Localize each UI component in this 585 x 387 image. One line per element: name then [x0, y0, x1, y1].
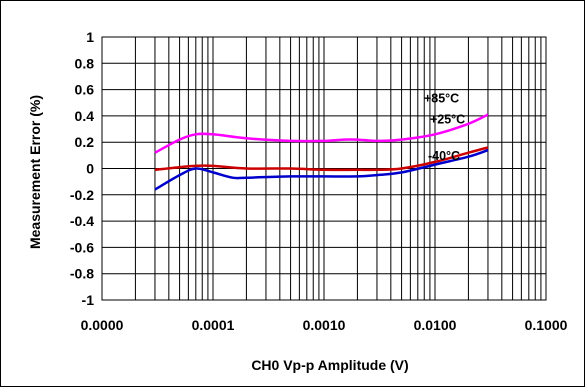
series-line-25c	[154, 146, 489, 172]
series-label-25c: +25°C	[430, 112, 465, 126]
y-tick-label: -0.6	[70, 239, 94, 255]
y-tick-label: 0.8	[75, 55, 95, 71]
plot-border	[101, 36, 547, 301]
x-tick-label: 0.0100	[414, 317, 457, 333]
series-label-minus40c: -40°C	[428, 149, 460, 163]
y-axis-ticks: 1 0.8 0.6 0.4 0.2 0 -0.2 -0.4 -0.6 -0.8 -1	[70, 29, 94, 308]
x-tick-label: 0.1000	[525, 317, 568, 333]
y-tick-label: 0.6	[75, 82, 95, 98]
x-tick-label: 0.0001	[192, 317, 235, 333]
y-tick-label: 1	[86, 29, 94, 45]
y-tick-label: 0.4	[75, 108, 95, 124]
y-tick-label: -0.2	[70, 187, 94, 203]
y-axis-title: Measurement Error (%)	[27, 95, 43, 249]
y-tick-label: -0.4	[70, 213, 94, 229]
series-label-85c: +85°C	[424, 92, 459, 106]
y-tick-label: 0.2	[75, 134, 95, 150]
x-tick-label: 0.0010	[303, 317, 346, 333]
y-tick-label: -1	[82, 292, 95, 308]
x-axis-ticks: 0.0000 0.0001 0.0010 0.0100 0.1000	[81, 317, 568, 333]
series-labels: +85°C +25°C -40°C	[424, 92, 465, 164]
x-tick-label: 0.0000	[81, 317, 124, 333]
series-line-85c	[154, 113, 489, 154]
y-tick-label: -0.8	[70, 266, 94, 282]
y-tick-label: 0	[86, 161, 94, 177]
x-axis-title: CH0 Vp-p Amplitude (V)	[251, 357, 408, 373]
series-line-minus40c	[154, 148, 489, 191]
series	[154, 113, 489, 191]
